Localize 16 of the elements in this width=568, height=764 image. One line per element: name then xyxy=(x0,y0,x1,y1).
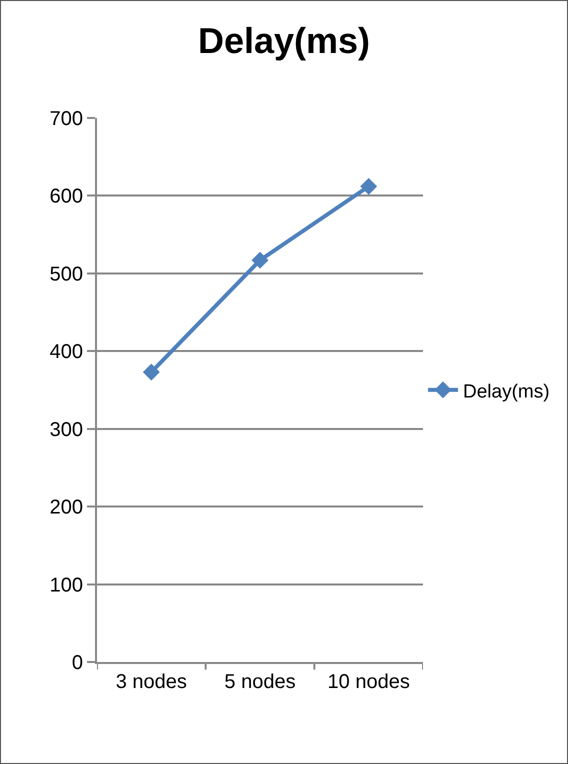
y-tick-label: 400 xyxy=(50,341,83,364)
point xyxy=(252,252,268,269)
x-tick-label: 5 nodes xyxy=(224,671,296,693)
y-tick-label: 100 xyxy=(50,574,83,596)
point xyxy=(360,178,378,195)
legend-label: Delay(ms) xyxy=(463,381,550,402)
x-tick-label: 10 nodes xyxy=(328,671,410,693)
chart-title: Delay(ms) xyxy=(198,20,370,61)
y-tick-label: 500 xyxy=(50,263,83,286)
y-tick-label: 600 xyxy=(50,186,83,208)
x-tick-label: 3 nodes xyxy=(116,671,187,693)
y-tick-label: 200 xyxy=(50,496,83,519)
y-tick-label: 700 xyxy=(50,108,83,130)
y-tick-label: 0 xyxy=(72,652,83,674)
point xyxy=(142,364,160,381)
y-tick-label: 300 xyxy=(50,418,83,441)
